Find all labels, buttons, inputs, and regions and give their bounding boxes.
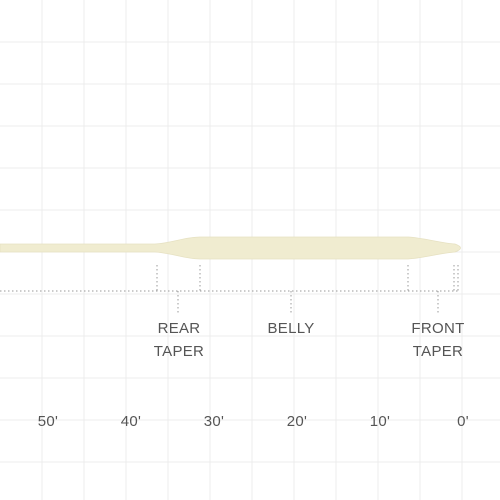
distance-label: 10' <box>370 413 390 430</box>
fly-line <box>0 236 461 260</box>
distance-label: 40' <box>121 413 141 430</box>
segment-label: REAR <box>158 320 201 337</box>
segment-label: TAPER <box>154 343 204 360</box>
segment-label: TAPER <box>413 343 463 360</box>
distance-label: 50' <box>38 413 58 430</box>
bracket <box>0 265 459 313</box>
segment-label: FRONT <box>411 320 464 337</box>
distance-label: 20' <box>287 413 307 430</box>
distance-label: 30' <box>204 413 224 430</box>
segment-label: BELLY <box>267 320 314 337</box>
distance-label: 0' <box>457 413 469 430</box>
